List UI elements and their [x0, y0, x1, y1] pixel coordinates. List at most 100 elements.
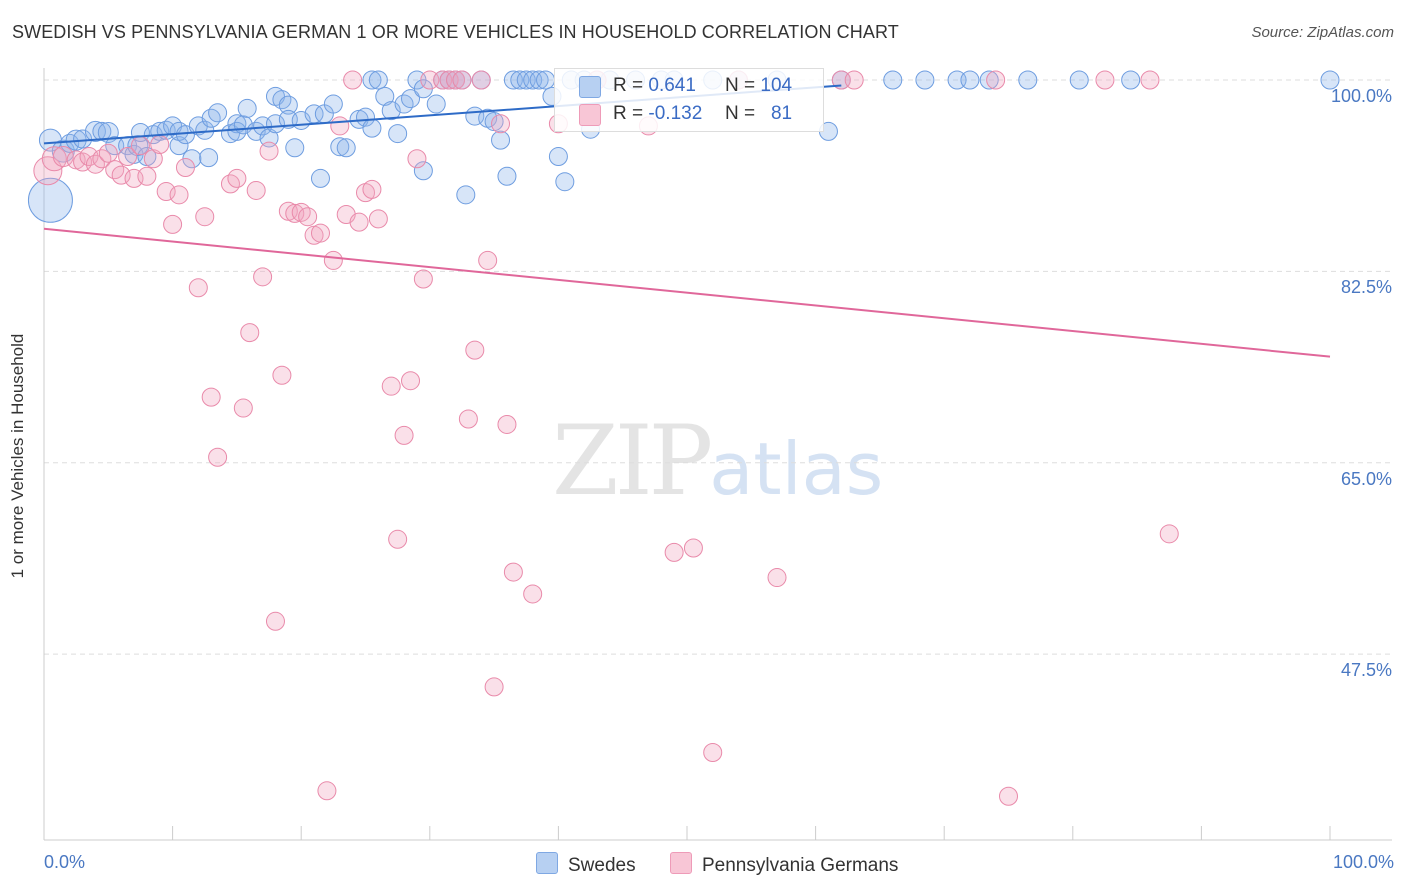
point-pennsylvania-germans-81 [1140, 70, 1160, 90]
y-axis-label: 1 or more Vehicles in Household [8, 333, 27, 579]
point-swedes-48 [336, 138, 356, 158]
point-pennsylvania-germans-26 [227, 168, 247, 188]
point-pennsylvania-germans-32 [265, 611, 285, 631]
point-pennsylvania-germans-59 [452, 70, 472, 90]
point-pennsylvania-germans-7 [92, 149, 112, 169]
point-pennsylvania-germans-72 [664, 542, 684, 562]
point-pennsylvania-germans-27 [233, 398, 253, 418]
legend-row-pennsylvania-germans: R = -0.132 N = 81 [555, 101, 823, 127]
point-pennsylvania-germans-78 [986, 70, 1006, 90]
point-swedes-39 [278, 95, 298, 115]
y-tick-label-2: 65.0% [1340, 468, 1392, 489]
point-pennsylvania-germans-74 [703, 743, 723, 763]
point-pennsylvania-germans-6 [85, 154, 105, 174]
point-pennsylvania-germans-82 [1159, 524, 1179, 544]
point-pennsylvania-germans-29 [246, 180, 266, 200]
point-pennsylvania-germans-15 [143, 149, 163, 169]
point-pennsylvania-germans-66 [497, 414, 517, 434]
bottom-legend-pennsylvania-germans: Pennsylvania Germans [670, 852, 898, 877]
legend-r-value: 0.641 [648, 75, 696, 96]
point-swedes-25 [199, 148, 219, 168]
point-pennsylvania-germans-50 [388, 529, 408, 549]
watermark: ZIPatlas [552, 405, 883, 517]
point-pennsylvania-germans-14 [137, 166, 157, 186]
point-pennsylvania-germans-9 [105, 160, 125, 180]
point-swedes-95 [915, 70, 935, 90]
point-swedes-47 [330, 137, 350, 157]
point-pennsylvania-germans-2 [52, 146, 74, 168]
point-pennsylvania-germans-64 [484, 677, 504, 697]
point-pennsylvania-germans-79 [999, 786, 1018, 806]
legend-r-label: R = [613, 103, 644, 124]
point-pennsylvania-germans-20 [175, 157, 195, 177]
trend-line-pennsylvania-germans [43, 227, 1331, 358]
point-swedes-62 [426, 94, 446, 114]
point-swedes-35 [259, 128, 279, 148]
point-swedes-99 [1018, 70, 1038, 90]
point-pennsylvania-germans-31 [259, 141, 279, 161]
point-swedes-3 [60, 133, 80, 153]
point-swedes-57 [394, 94, 414, 114]
point-swedes-50 [356, 107, 375, 127]
point-swedes-103 [497, 166, 517, 186]
point-pennsylvania-germans-83 [767, 568, 787, 588]
point-swedes-1 [27, 177, 73, 223]
point-swedes-72 [491, 130, 511, 150]
point-swedes-58 [401, 89, 421, 109]
point-pennsylvania-germans-33 [272, 365, 292, 385]
point-pennsylvania-germans-40 [317, 781, 337, 801]
point-pennsylvania-germans-45 [349, 212, 369, 232]
point-pennsylvania-germans-54 [413, 269, 433, 289]
legend-n-value: 81 [770, 103, 793, 124]
y-tick-label-0: 100.0% [1330, 86, 1392, 106]
point-swedes-81 [555, 172, 575, 192]
bottom-legend-label-swedes: Swedes [568, 855, 636, 876]
point-swedes-101 [1121, 70, 1141, 90]
point-pennsylvania-germans-49 [381, 376, 401, 396]
point-swedes-26 [201, 108, 221, 128]
point-swedes-94 [883, 70, 903, 90]
point-swedes-102 [1320, 70, 1340, 90]
point-pennsylvania-germans-16 [150, 135, 170, 155]
point-swedes-38 [272, 90, 292, 110]
point-swedes-78 [536, 70, 556, 90]
point-pennsylvania-germans-41 [323, 250, 343, 270]
watermark-zip: ZIP [552, 405, 713, 517]
legend-r-label: R = [613, 75, 644, 96]
point-pennsylvania-germans-1 [41, 146, 67, 172]
point-pennsylvania-germans-73 [683, 538, 703, 558]
point-pennsylvania-germans-28 [240, 323, 260, 343]
point-pennsylvania-germans-21 [188, 278, 208, 298]
point-swedes-97 [960, 70, 980, 90]
legend-swatch-pennsylvania-germans [579, 104, 601, 126]
point-pennsylvania-germans-0 [33, 156, 63, 186]
point-pennsylvania-germans-61 [465, 340, 485, 360]
point-pennsylvania-germans-8 [98, 143, 118, 163]
point-pennsylvania-germans-44 [343, 70, 363, 90]
bottom-legend-swedes: Swedes [536, 852, 636, 877]
point-pennsylvania-germans-10 [111, 165, 131, 185]
x-tick-label-1: 100.0% [1332, 852, 1394, 872]
point-pennsylvania-germans-68 [523, 584, 543, 604]
point-pennsylvania-germans-11 [118, 147, 138, 167]
bottom-legend-label-pennsylvania-germans: Pennsylvania Germans [702, 855, 899, 876]
point-swedes-27 [208, 103, 228, 123]
point-pennsylvania-germans-52 [401, 371, 421, 391]
y-tick-label-3: 47.5% [1340, 660, 1392, 681]
point-swedes-53 [368, 70, 388, 90]
point-pennsylvania-germans-51 [394, 425, 414, 445]
point-pennsylvania-germans-60 [458, 409, 478, 429]
point-pennsylvania-germans-47 [362, 179, 382, 199]
point-pennsylvania-germans-35 [285, 203, 305, 223]
legend-n-value: 104 [760, 75, 793, 96]
point-swedes-41 [285, 138, 305, 158]
point-pennsylvania-germans-24 [208, 447, 228, 467]
point-swedes-67 [456, 185, 476, 205]
point-pennsylvania-germans-42 [330, 116, 350, 136]
point-swedes-44 [310, 168, 330, 188]
point-pennsylvania-germans-37 [298, 207, 318, 227]
point-pennsylvania-germans-48 [368, 209, 388, 229]
grid-lines [44, 79, 1392, 655]
point-swedes-98 [979, 70, 999, 90]
